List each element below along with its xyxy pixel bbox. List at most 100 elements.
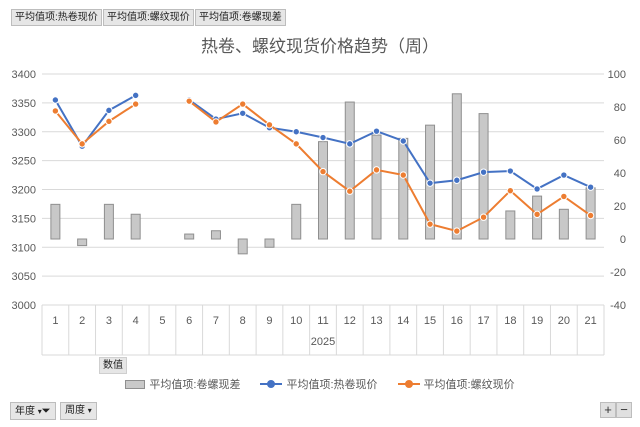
series-point bbox=[265, 121, 274, 129]
series-point bbox=[372, 127, 381, 135]
series-point bbox=[533, 210, 541, 219]
y-right-tick-label: 80 bbox=[614, 102, 626, 114]
series-point bbox=[399, 137, 407, 145]
bar bbox=[558, 208, 569, 240]
axis-field-year-button[interactable]: 年度 ▾⏷ bbox=[10, 402, 56, 420]
x-tick-label: 21 bbox=[584, 315, 596, 327]
x-tick-label: 9 bbox=[266, 315, 272, 327]
filter-dropdown-icon: ▾ bbox=[37, 407, 42, 416]
legend-label-hot-rolled: 平均值项:热卷现价 bbox=[286, 379, 378, 391]
y-left-tick-label: 3300 bbox=[12, 127, 36, 139]
collapse-minus-button[interactable]: − bbox=[616, 402, 632, 418]
line-series bbox=[51, 91, 595, 235]
x-tick-label: 11 bbox=[317, 315, 328, 327]
chevron-down-icon: ▾ bbox=[87, 406, 92, 415]
values-field-tag[interactable]: 数值 bbox=[99, 357, 127, 374]
field-button-rebar-price[interactable]: 平均值项:螺纹现价 bbox=[103, 9, 194, 26]
x-tick-label: 18 bbox=[504, 315, 516, 327]
bar bbox=[478, 113, 489, 240]
series-point bbox=[292, 140, 300, 148]
series-point bbox=[479, 168, 488, 176]
legend-item-hot-rolled[interactable]: 平均值项:热卷现价 bbox=[260, 376, 378, 392]
bar bbox=[318, 141, 328, 240]
series-point bbox=[51, 96, 60, 104]
y-right-tick-label: 0 bbox=[620, 234, 626, 246]
series-line bbox=[188, 100, 592, 233]
series-point bbox=[319, 133, 327, 142]
series-point bbox=[185, 97, 193, 105]
x-tick-label: 20 bbox=[558, 315, 570, 327]
x-tick-label: 3 bbox=[106, 315, 112, 327]
series-line bbox=[54, 103, 137, 146]
x-tick-label: 17 bbox=[477, 315, 489, 327]
x-tick-label: 15 bbox=[424, 315, 436, 327]
axis-field-week-button[interactable]: 周度 ▾ bbox=[60, 402, 97, 420]
bar bbox=[237, 238, 248, 255]
expand-plus-button[interactable]: + bbox=[600, 402, 616, 418]
series-point bbox=[346, 187, 354, 195]
bar bbox=[344, 101, 355, 240]
series-point bbox=[292, 128, 300, 136]
bar bbox=[264, 238, 275, 248]
series-point bbox=[586, 211, 595, 220]
y-left-tick-label: 3150 bbox=[12, 213, 36, 225]
legend-label-rebar: 平均值项:螺纹现价 bbox=[423, 379, 515, 391]
series-point bbox=[372, 166, 381, 174]
series-point bbox=[533, 185, 541, 193]
series-point bbox=[212, 118, 220, 126]
bar bbox=[210, 230, 221, 240]
series-point bbox=[319, 167, 327, 176]
bar bbox=[184, 233, 195, 240]
series-point bbox=[426, 179, 434, 187]
series-point bbox=[479, 213, 488, 221]
x-tick-label: 16 bbox=[451, 315, 463, 327]
x-tick-label: 6 bbox=[186, 315, 192, 327]
bar bbox=[77, 238, 88, 247]
legend-item-rebar[interactable]: 平均值项:螺纹现价 bbox=[397, 376, 515, 392]
bar bbox=[291, 203, 302, 240]
chart-title: 热卷、螺纹现货价格趋势（周） bbox=[201, 37, 439, 57]
series-point bbox=[346, 140, 354, 148]
y-left-tick-label: 3200 bbox=[12, 185, 36, 197]
series-point bbox=[453, 176, 461, 184]
bar bbox=[50, 203, 61, 240]
bar bbox=[130, 213, 141, 240]
x-tick-label: 14 bbox=[397, 315, 409, 327]
series-point bbox=[239, 100, 247, 108]
field-button-hot-rolled-price[interactable]: 平均值项:热卷现价 bbox=[11, 9, 102, 26]
series-point bbox=[453, 227, 461, 235]
x-tick-label: 8 bbox=[240, 315, 246, 327]
legend: 平均值项:卷螺现差 平均值项:热卷现价 平均值项:螺纹现价 bbox=[0, 376, 640, 392]
bar bbox=[451, 93, 462, 240]
axis-field-week-label: 周度 bbox=[65, 405, 85, 416]
y-left-tick-label: 3050 bbox=[12, 271, 36, 283]
axes: 300030503100315032003250330033503400-40-… bbox=[12, 69, 626, 348]
y-left-tick-label: 3100 bbox=[12, 242, 36, 254]
y-right-tick-label: 60 bbox=[614, 135, 626, 147]
bar bbox=[398, 137, 409, 240]
series-point bbox=[560, 192, 568, 201]
series-line bbox=[54, 94, 137, 148]
field-button-spread[interactable]: 平均值项:卷螺现差 bbox=[195, 9, 286, 26]
axis-field-year-label: 年度 bbox=[15, 406, 35, 417]
legend-label-spread: 平均值项:卷螺现差 bbox=[149, 379, 241, 391]
x-group-label: 2025 bbox=[311, 336, 335, 348]
x-tick-label: 5 bbox=[159, 315, 165, 327]
legend-bar-swatch bbox=[125, 379, 146, 389]
x-tick-label: 7 bbox=[213, 315, 219, 327]
series-point bbox=[51, 107, 60, 115]
x-tick-label: 4 bbox=[133, 315, 139, 327]
legend-item-spread[interactable]: 平均值项:卷螺现差 bbox=[125, 376, 240, 392]
y-left-tick-label: 3400 bbox=[12, 69, 36, 81]
y-right-tick-label: 100 bbox=[608, 69, 626, 81]
y-right-tick-label: 40 bbox=[614, 168, 626, 180]
series-line bbox=[188, 99, 592, 191]
y-right-tick-label: -40 bbox=[610, 300, 626, 312]
series-point bbox=[426, 220, 434, 228]
bar bbox=[505, 210, 516, 240]
series-point bbox=[506, 167, 515, 175]
y-left-tick-label: 3350 bbox=[12, 98, 36, 110]
series-point bbox=[586, 183, 595, 191]
x-tick-label: 1 bbox=[52, 315, 58, 327]
